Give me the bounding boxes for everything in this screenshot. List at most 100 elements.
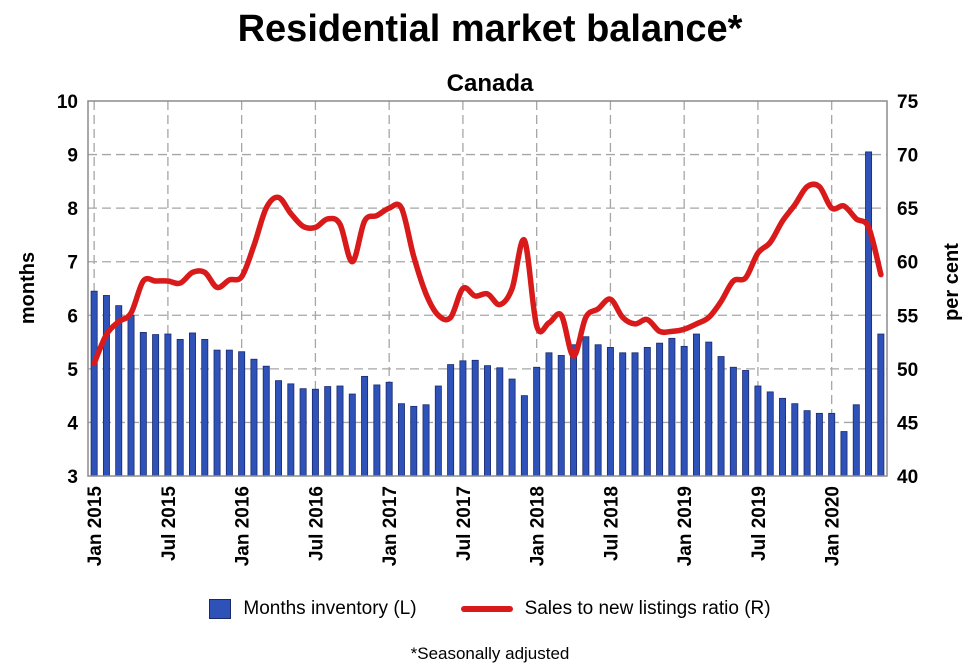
bar xyxy=(643,347,651,477)
right-tick-label: 50 xyxy=(897,360,918,381)
plot-frame xyxy=(87,100,888,477)
right-tick-label: 70 xyxy=(897,146,918,167)
bar xyxy=(115,305,123,477)
x-tick-label: Jan 2020 xyxy=(823,486,844,566)
legend-swatch-line xyxy=(460,606,513,612)
bar xyxy=(692,333,700,477)
bar xyxy=(250,358,258,477)
bar xyxy=(533,366,541,477)
bar xyxy=(139,332,147,477)
bar xyxy=(680,345,688,477)
bar xyxy=(520,395,528,477)
bar xyxy=(508,378,516,477)
left-tick-label: 9 xyxy=(67,146,78,167)
bar xyxy=(447,364,455,477)
bar xyxy=(385,381,393,477)
bar xyxy=(311,388,319,477)
bar xyxy=(201,338,209,477)
x-tick-label: Jul 2019 xyxy=(749,486,770,561)
bar xyxy=(164,333,172,477)
bar xyxy=(299,388,307,477)
sales-ratio-line xyxy=(91,181,884,367)
chart-title: Residential market balance* xyxy=(237,8,743,50)
right-tick-label: 75 xyxy=(897,92,919,113)
bar xyxy=(410,405,418,477)
bar xyxy=(791,403,799,477)
bar xyxy=(262,365,270,477)
bar xyxy=(594,344,602,477)
bar xyxy=(742,370,750,477)
bar xyxy=(545,352,553,477)
legend-item-months-inventory: Months inventory (L) xyxy=(209,598,417,620)
bar xyxy=(434,385,442,477)
right-tick-label: 55 xyxy=(897,306,919,327)
legend: Months inventory (L) Sales to new listin… xyxy=(0,598,980,620)
bar xyxy=(828,412,836,477)
chart-subtitle: Canada xyxy=(446,70,534,97)
x-tick-label: Jul 2016 xyxy=(306,486,327,561)
bar xyxy=(90,290,98,477)
x-tick-label: Jul 2017 xyxy=(454,486,475,561)
x-tick-label: Jan 2018 xyxy=(528,486,549,566)
bar xyxy=(606,347,614,477)
left-tick-label: 6 xyxy=(67,306,78,327)
bar xyxy=(570,344,578,477)
bar xyxy=(176,338,184,477)
right-tick-label: 65 xyxy=(897,199,919,220)
legend-swatch-bar xyxy=(209,599,232,619)
legend-label-sales-ratio: Sales to new listings ratio (R) xyxy=(524,598,771,619)
bar xyxy=(754,385,762,477)
right-tick-label: 60 xyxy=(897,253,918,274)
bar xyxy=(766,391,774,477)
bar-series-months-inventory xyxy=(90,151,885,477)
x-tick-label: Jul 2018 xyxy=(601,486,622,561)
bar xyxy=(324,386,332,477)
left-tick-label: 8 xyxy=(67,199,78,220)
left-tick-label: 7 xyxy=(67,253,78,274)
x-tick-label: Jan 2016 xyxy=(233,486,254,566)
footnote: *Seasonally adjusted xyxy=(410,644,570,663)
bar xyxy=(397,403,405,477)
bar xyxy=(152,334,160,477)
x-tick-label: Jul 2015 xyxy=(159,486,180,561)
bar xyxy=(225,349,233,477)
bar xyxy=(373,384,381,477)
bar xyxy=(484,365,491,477)
bar xyxy=(102,295,110,477)
bar xyxy=(348,393,356,477)
bar xyxy=(361,375,369,477)
bar xyxy=(619,352,627,477)
bar xyxy=(238,351,246,477)
bar xyxy=(852,404,860,477)
left-tick-label: 4 xyxy=(67,413,78,434)
bar xyxy=(815,412,823,477)
right-tick-label: 45 xyxy=(897,413,919,434)
bar xyxy=(729,366,737,477)
bar xyxy=(803,410,811,477)
bar xyxy=(275,380,283,477)
bar xyxy=(336,385,344,477)
bar xyxy=(717,356,725,477)
left-tick-label: 3 xyxy=(67,467,78,488)
bar xyxy=(779,397,786,477)
bar xyxy=(213,349,221,477)
bar xyxy=(127,314,135,477)
bar xyxy=(459,360,467,477)
x-tick-label: Jan 2017 xyxy=(380,486,401,566)
bar xyxy=(557,355,565,477)
legend-item-sales-ratio: Sales to new listings ratio (R) xyxy=(460,598,771,620)
left-tick-label: 10 xyxy=(57,92,78,113)
bar xyxy=(705,341,713,477)
x-tick-label: Jan 2019 xyxy=(675,486,696,566)
bar xyxy=(189,332,196,477)
legend-label-months-inventory: Months inventory (L) xyxy=(243,598,417,619)
left-axis-title: months xyxy=(17,252,39,324)
bar xyxy=(287,383,295,477)
bar xyxy=(631,352,639,477)
bar xyxy=(656,342,664,477)
left-tick-label: 5 xyxy=(67,360,78,381)
bar xyxy=(471,359,479,477)
x-tick-label: Jan 2015 xyxy=(85,486,106,567)
